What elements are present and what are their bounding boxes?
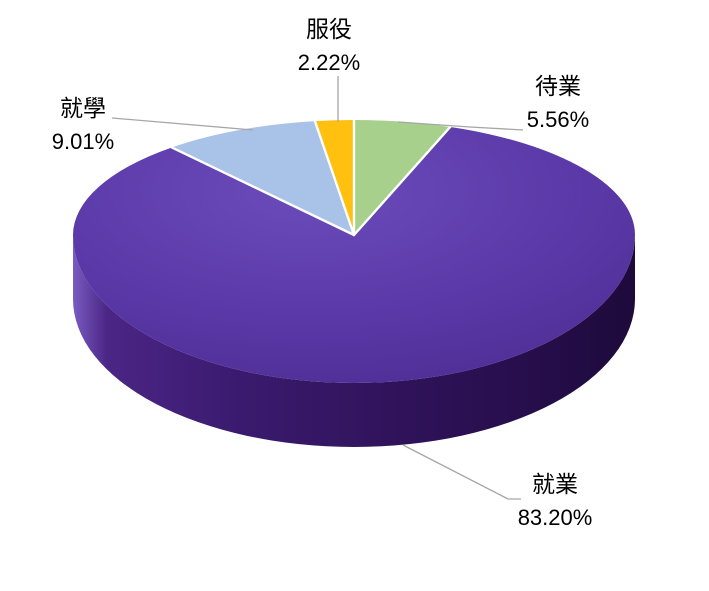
segment-name: 待業 [535, 73, 581, 99]
pie-side-surface [73, 235, 635, 447]
leader-line-left-segment [111, 117, 254, 131]
pie-label-in-school: 就學 9.01% [33, 92, 133, 158]
pie-side-wall [73, 235, 635, 447]
leader-line-bottom-segment [402, 444, 521, 500]
segment-percent: 2.22% [297, 50, 361, 75]
pie-label-employed: 就業 83.20% [505, 468, 605, 534]
segment-percent: 83.20% [517, 505, 593, 530]
slice-separator [313, 119, 356, 237]
slice-separators [170, 118, 452, 237]
pie-label-military-service: 服役 2.22% [279, 13, 379, 79]
segment-percent: 5.56% [526, 107, 590, 132]
pie-slice-2 [171, 121, 354, 235]
slice-separator [352, 125, 452, 237]
segment-name: 服役 [306, 16, 352, 42]
slice-separator [170, 146, 356, 237]
segment-name: 就業 [532, 471, 578, 497]
leader-lines [111, 76, 524, 500]
segment-percent: 9.01% [51, 129, 115, 154]
leader-line-right-segment [397, 121, 524, 131]
pie-label-awaiting-employment: 待業 5.56% [508, 70, 608, 136]
segment-name: 就學 [60, 95, 106, 121]
pie-slice-1 [73, 126, 635, 383]
